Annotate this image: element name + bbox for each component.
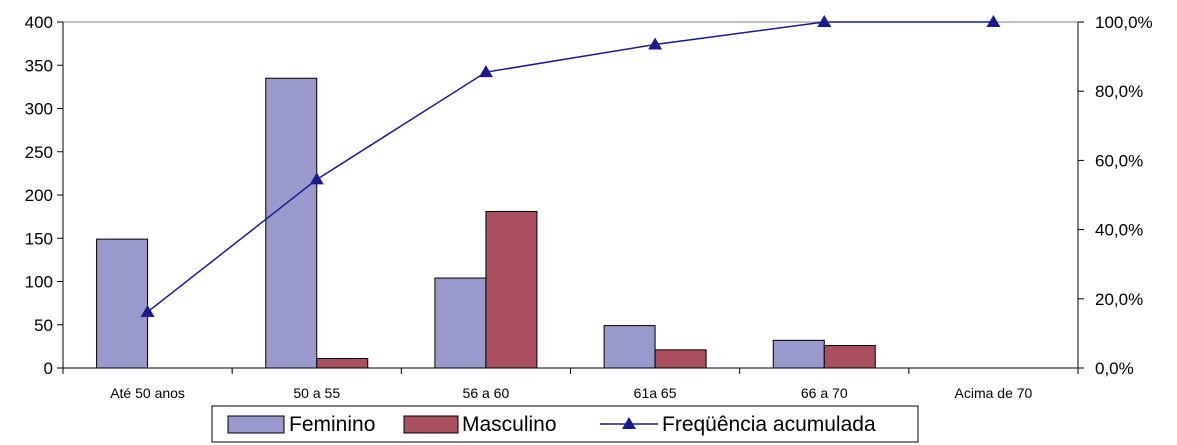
legend-label-masculino: Masculino — [462, 413, 557, 436]
bar-series — [96, 77, 876, 369]
x-tick-label: Até 50 anos — [110, 385, 185, 401]
bar-masculino — [485, 210, 538, 369]
legend-box — [211, 405, 919, 443]
x-tick-label: 50 a 55 — [293, 385, 340, 401]
left-tick-label: 350 — [25, 56, 53, 75]
triangle-marker — [309, 172, 324, 185]
legend-label-feminino: Feminino — [289, 413, 375, 436]
plot-area — [62, 21, 1079, 369]
triangle-marker — [478, 65, 493, 78]
left-y-axis: 0 50 100 150 200 250 300 350 400 — [25, 13, 64, 378]
legend-label-frequencia: Freqüência acumulada — [662, 413, 876, 436]
left-tick-label: 250 — [25, 143, 53, 162]
left-tick-label: 0 — [44, 359, 53, 378]
bar-masculino — [316, 357, 369, 369]
x-tick-label: 61a 65 — [634, 385, 677, 401]
left-tick-label: 100 — [25, 273, 53, 292]
legend-marker-frequencia — [622, 417, 636, 429]
bar-feminino — [772, 339, 825, 369]
triangle-marker — [986, 15, 1001, 27]
bar-masculino — [654, 349, 707, 369]
x-axis: Até 50 anos 50 a 55 56 a 60 61a 65 66 a 70 Ac… — [62, 367, 1079, 401]
x-tick-label: 66 a 70 — [801, 385, 848, 401]
x-tick-label: 56 a 60 — [463, 385, 510, 401]
legend-swatch-feminino — [227, 415, 285, 434]
bar-feminino — [434, 277, 487, 369]
left-tick-label: 150 — [25, 229, 53, 248]
legend-swatch-masculino — [403, 415, 459, 434]
bar-feminino — [265, 77, 318, 369]
triangle-marker — [817, 15, 832, 27]
cumulative-line — [147, 21, 994, 313]
right-tick-label: 100,0% — [1095, 13, 1153, 32]
plot-border — [62, 21, 1079, 369]
right-tick-label: 20,0% — [1095, 290, 1143, 309]
left-tick-label: 300 — [25, 100, 53, 119]
left-tick-label: 50 — [34, 316, 53, 335]
left-tick-label: 400 — [25, 13, 53, 32]
triangle-marker — [140, 304, 155, 317]
cumulative-line-series — [140, 15, 1001, 317]
right-tick-label: 60,0% — [1095, 151, 1143, 170]
x-tick-label: Acima de 70 — [955, 385, 1033, 401]
right-tick-label: 80,0% — [1095, 82, 1143, 101]
legend: Feminino Masculino Freqüência acumulada — [211, 405, 919, 443]
bar-masculino — [823, 345, 876, 369]
triangle-marker — [648, 37, 663, 50]
left-tick-label: 200 — [25, 186, 53, 205]
right-y-axis: 0,0% 20,0% 40,0% 60,0% 80,0% 100,0% — [1077, 13, 1153, 378]
right-tick-label: 40,0% — [1095, 221, 1143, 240]
bar-feminino — [603, 325, 656, 369]
right-tick-label: 0,0% — [1095, 359, 1134, 378]
bar-feminino — [96, 238, 149, 369]
